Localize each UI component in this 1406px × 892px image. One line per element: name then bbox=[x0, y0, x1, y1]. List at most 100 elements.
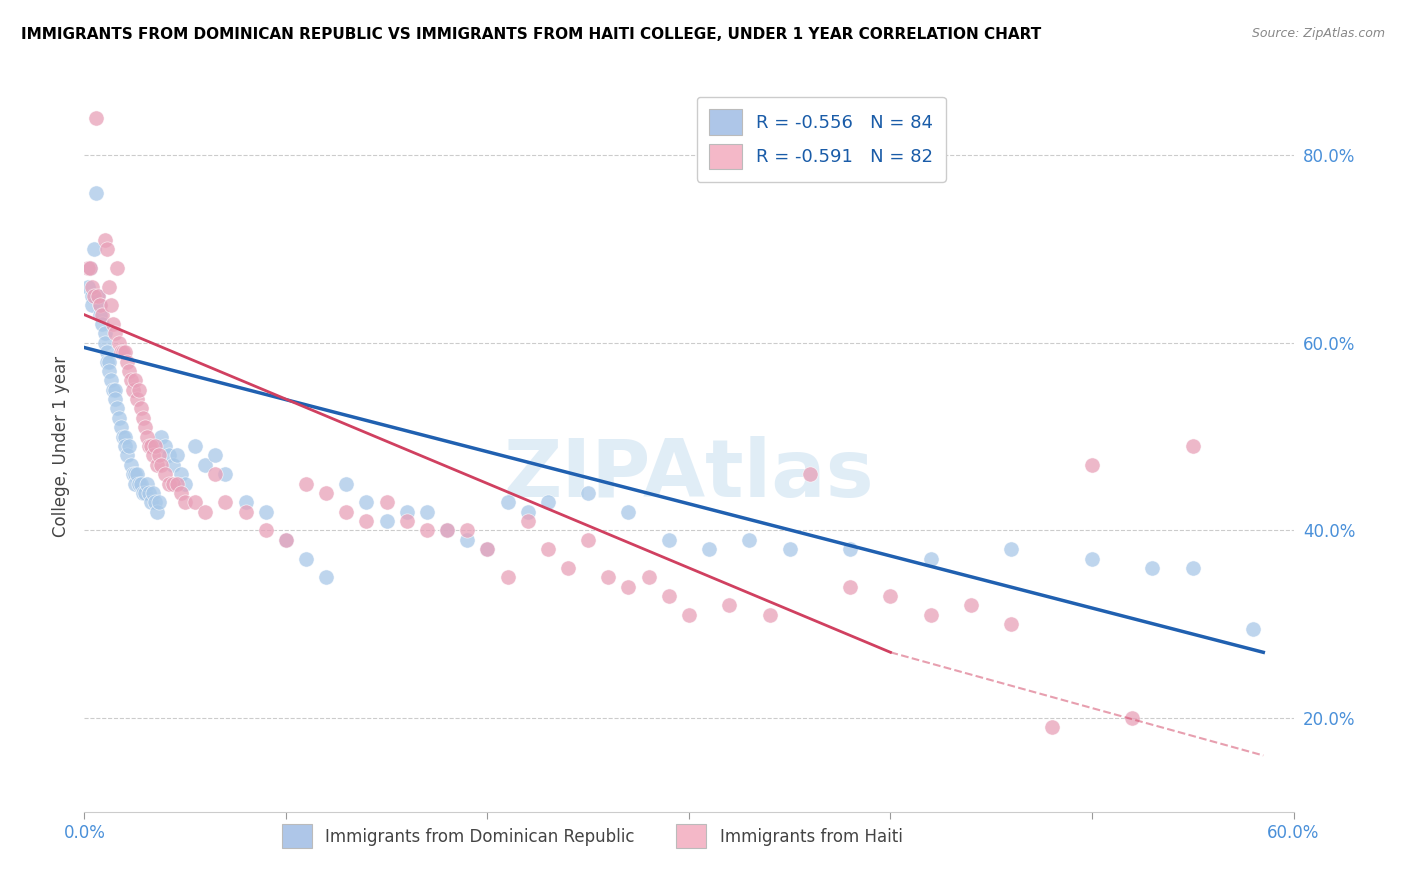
Point bbox=[617, 580, 640, 594]
Point bbox=[315, 486, 337, 500]
Point bbox=[537, 542, 560, 557]
Point bbox=[107, 335, 129, 350]
Point bbox=[598, 570, 620, 584]
Point bbox=[111, 429, 134, 443]
Point bbox=[124, 373, 146, 387]
Point bbox=[184, 439, 207, 453]
Point bbox=[153, 439, 176, 453]
Point bbox=[235, 505, 257, 519]
Point bbox=[86, 111, 108, 125]
Point bbox=[79, 260, 101, 275]
Point bbox=[516, 514, 538, 528]
Point bbox=[96, 354, 118, 368]
Point bbox=[115, 354, 138, 368]
Text: Source: ZipAtlas.com: Source: ZipAtlas.com bbox=[1251, 27, 1385, 40]
Point bbox=[135, 429, 157, 443]
Point bbox=[879, 589, 901, 603]
Point bbox=[516, 505, 538, 519]
Point bbox=[1181, 561, 1204, 575]
Point bbox=[153, 467, 176, 482]
Point bbox=[139, 439, 162, 453]
Point bbox=[83, 242, 105, 256]
Point bbox=[170, 486, 193, 500]
Point bbox=[214, 495, 236, 509]
Point bbox=[134, 486, 156, 500]
Point bbox=[166, 476, 188, 491]
Point bbox=[1040, 720, 1063, 734]
Point bbox=[184, 495, 207, 509]
Point bbox=[110, 345, 132, 359]
Point bbox=[132, 486, 155, 500]
Point bbox=[1081, 458, 1104, 472]
Point bbox=[91, 317, 114, 331]
Point bbox=[135, 476, 157, 491]
Point bbox=[1181, 439, 1204, 453]
Point bbox=[557, 561, 579, 575]
Point bbox=[111, 345, 134, 359]
Point bbox=[104, 392, 127, 406]
Point bbox=[87, 289, 110, 303]
Point bbox=[839, 580, 862, 594]
Point bbox=[146, 458, 169, 472]
Point bbox=[132, 410, 155, 425]
Point bbox=[204, 467, 226, 482]
Point bbox=[101, 383, 124, 397]
Point bbox=[1121, 711, 1143, 725]
Point bbox=[718, 599, 741, 613]
Point bbox=[335, 505, 357, 519]
Point bbox=[416, 524, 439, 538]
Point bbox=[738, 533, 761, 547]
Point bbox=[477, 542, 499, 557]
Point bbox=[170, 467, 193, 482]
Point bbox=[97, 279, 120, 293]
Point bbox=[79, 260, 101, 275]
Point bbox=[235, 495, 257, 509]
Point bbox=[82, 298, 104, 312]
Point bbox=[124, 476, 146, 491]
Point bbox=[162, 476, 184, 491]
Point bbox=[335, 476, 357, 491]
Point bbox=[1000, 617, 1022, 632]
Point bbox=[138, 486, 160, 500]
Point bbox=[110, 420, 132, 434]
Point bbox=[166, 449, 188, 463]
Y-axis label: College, Under 1 year: College, Under 1 year bbox=[52, 355, 70, 537]
Point bbox=[295, 551, 318, 566]
Point bbox=[375, 514, 398, 528]
Point bbox=[91, 308, 114, 322]
Point bbox=[114, 429, 136, 443]
Point bbox=[436, 524, 458, 538]
Point bbox=[839, 542, 862, 557]
Point bbox=[139, 495, 162, 509]
Point bbox=[496, 495, 519, 509]
Point bbox=[148, 449, 170, 463]
Point bbox=[274, 533, 297, 547]
Point bbox=[295, 476, 318, 491]
Point bbox=[960, 599, 983, 613]
Point bbox=[105, 401, 128, 416]
Point bbox=[104, 383, 127, 397]
Point bbox=[576, 486, 599, 500]
Point bbox=[124, 467, 146, 482]
Point bbox=[114, 345, 136, 359]
Point bbox=[356, 495, 378, 509]
Point bbox=[395, 514, 418, 528]
Point bbox=[142, 449, 165, 463]
Text: IMMIGRANTS FROM DOMINICAN REPUBLIC VS IMMIGRANTS FROM HAITI COLLEGE, UNDER 1 YEA: IMMIGRANTS FROM DOMINICAN REPUBLIC VS IM… bbox=[21, 27, 1042, 42]
Point bbox=[125, 392, 148, 406]
Point bbox=[86, 186, 108, 200]
Point bbox=[83, 289, 105, 303]
Point bbox=[89, 298, 111, 312]
Legend: Immigrants from Dominican Republic, Immigrants from Haiti: Immigrants from Dominican Republic, Immi… bbox=[276, 818, 910, 855]
Point bbox=[77, 279, 100, 293]
Point bbox=[128, 476, 150, 491]
Point bbox=[149, 458, 172, 472]
Point bbox=[82, 279, 104, 293]
Point bbox=[779, 542, 801, 557]
Point bbox=[129, 476, 152, 491]
Point bbox=[799, 467, 821, 482]
Point bbox=[101, 317, 124, 331]
Point bbox=[97, 364, 120, 378]
Point bbox=[174, 476, 197, 491]
Point bbox=[194, 458, 217, 472]
